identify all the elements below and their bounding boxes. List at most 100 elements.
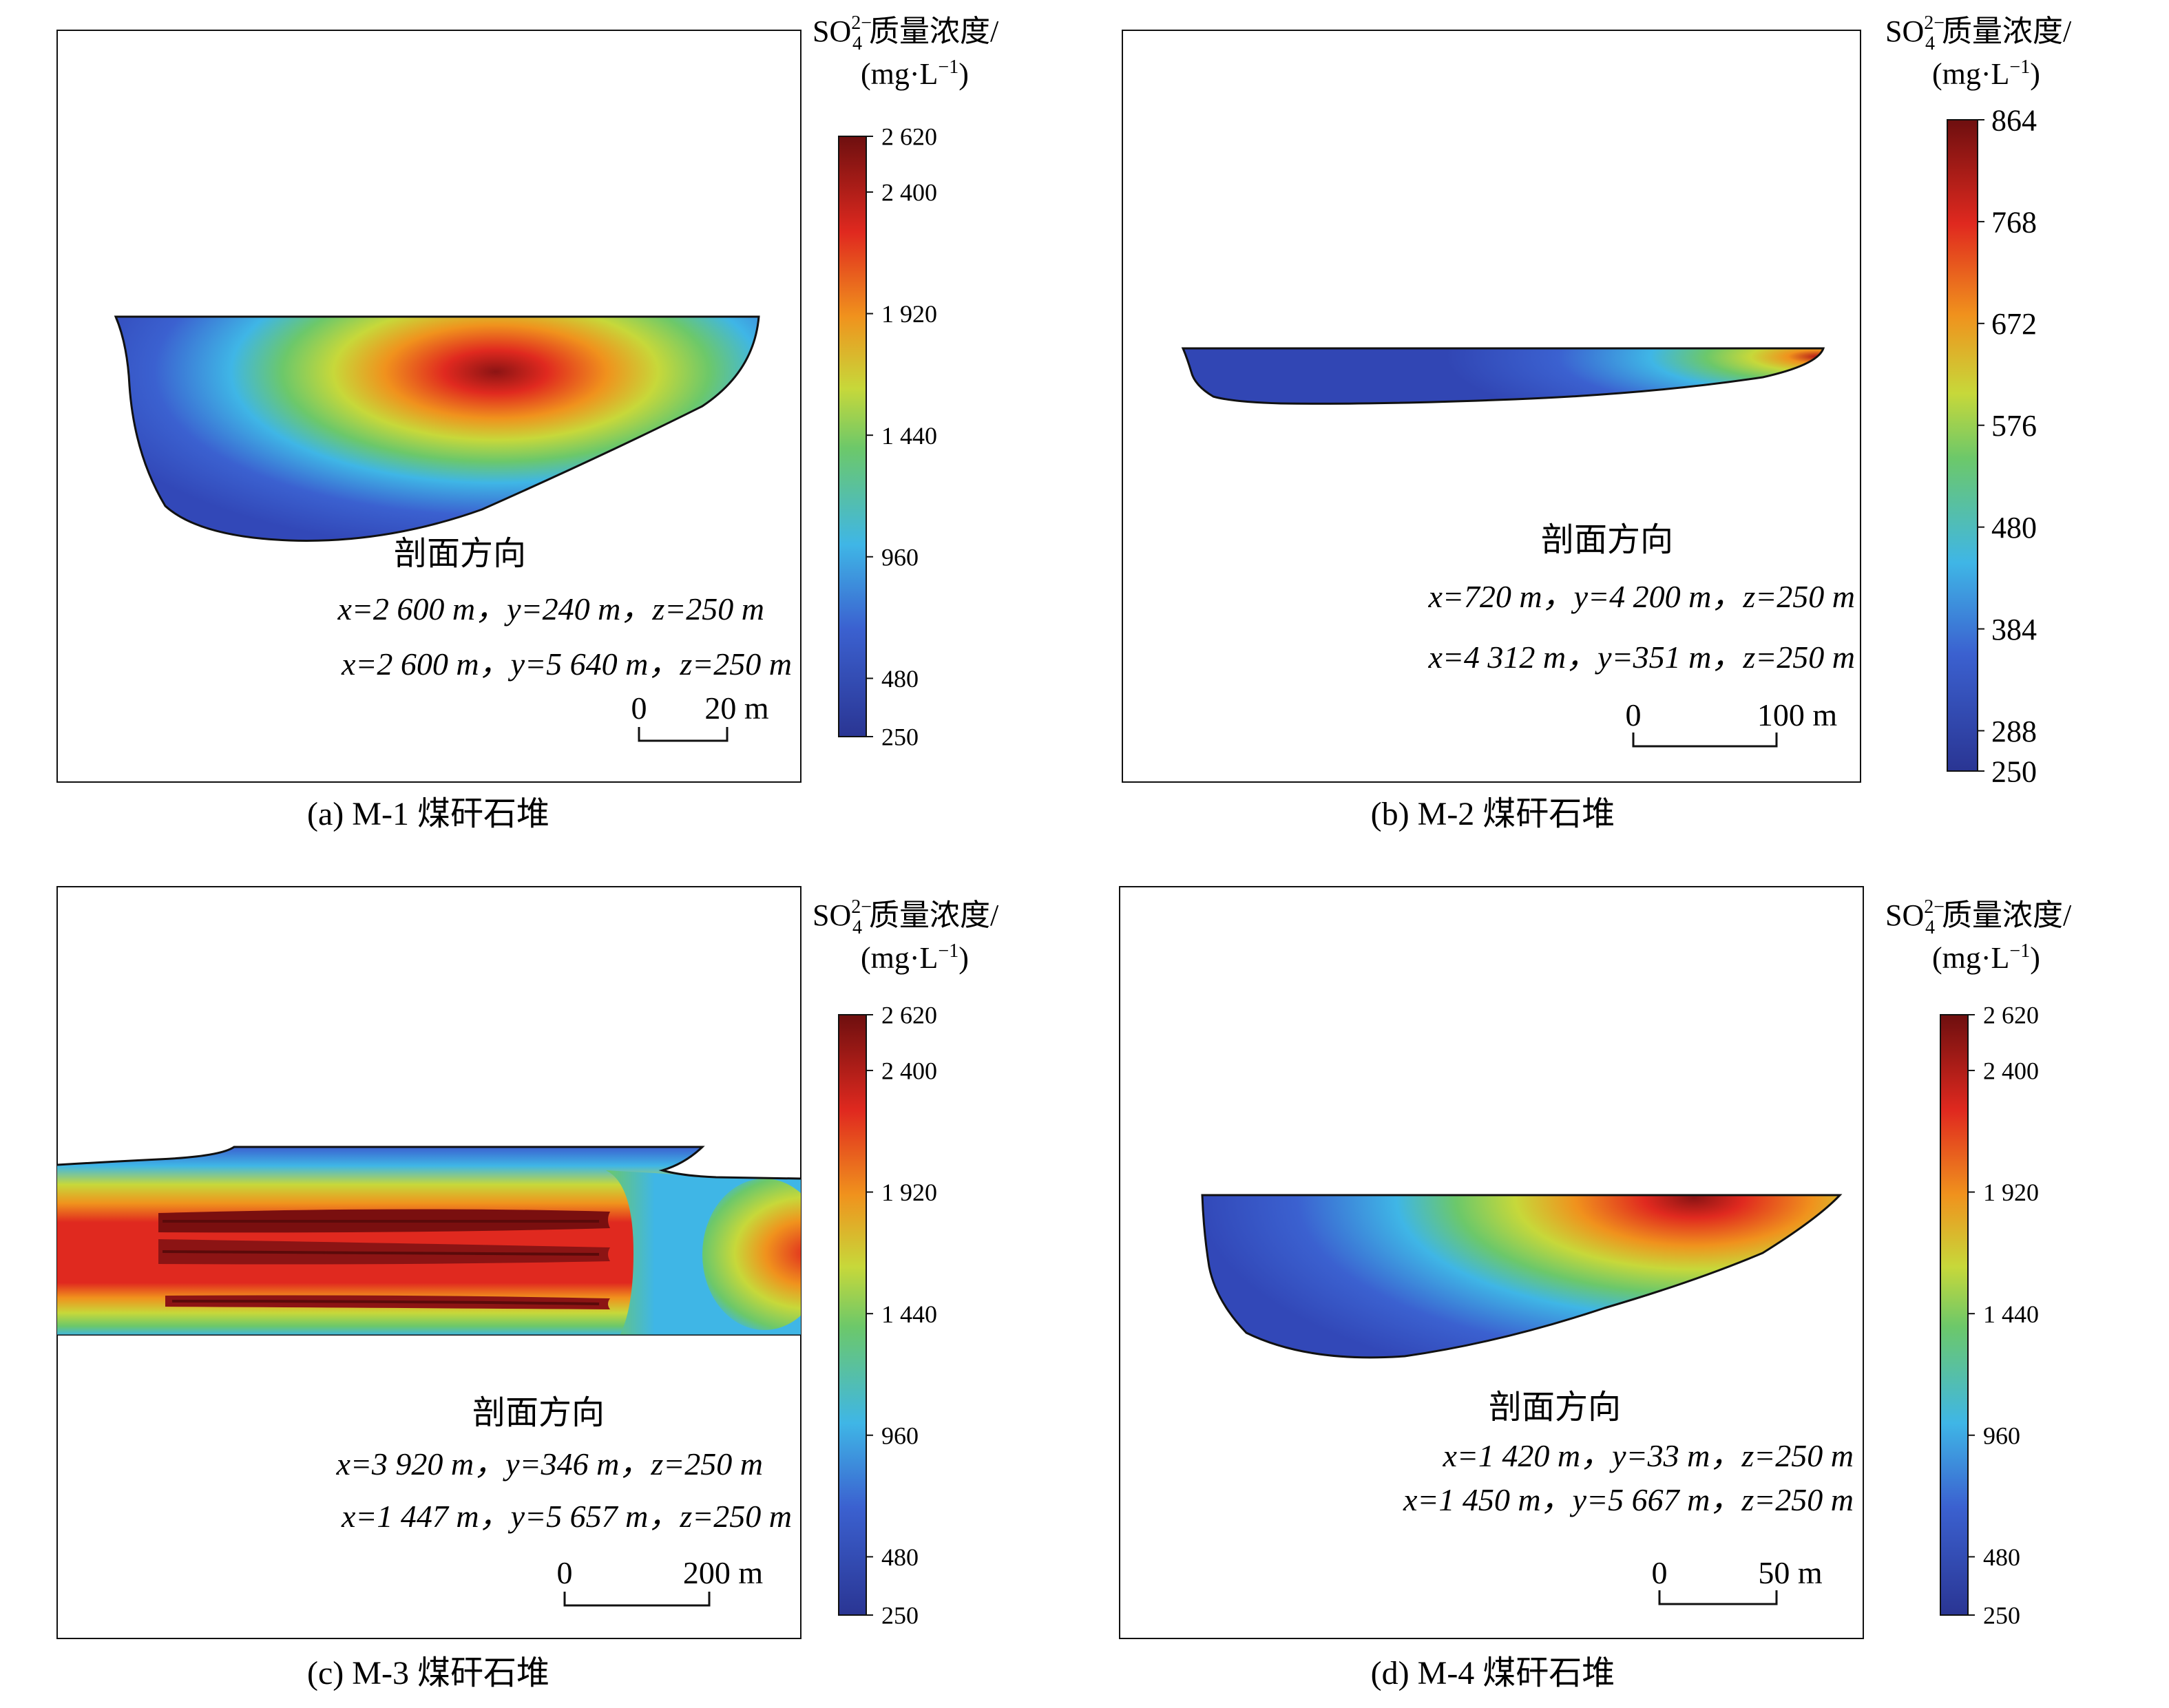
profile-direction-heading: 剖面方向 [394,536,526,572]
colorbar-unit-end: ) [958,57,969,91]
colorbar-unit-end: ) [2030,941,2040,975]
colorbar-unit: (mg·L [861,941,938,975]
colorbar-tick-label: 960 [881,1422,919,1449]
colorbar-title-line2: (mg·L−1) [861,940,969,975]
scale-bar-start: 0 [557,1555,573,1590]
colorbar-title-prefix: SO [1885,14,1924,48]
scale-bar-end: 50 m [1758,1555,1823,1590]
profile-direction-line1: x=3 920 m，y=346 m，z=250 m [335,1446,763,1482]
colorbar-unit: (mg·L [1932,57,2009,91]
colorbar-title-sup: 2− [851,12,872,34]
scale-bar-end: 100 m [1757,697,1838,732]
colorbar-tick-label: 2 620 [881,123,937,151]
panel-caption: (b) M-2 煤矸石堆 [1371,796,1615,832]
colorbar-gradient [838,136,867,737]
profile-section [114,315,760,542]
panel-a: 剖面方向 x=2 600 m，y=240 m，z=250 m x=2 600 m… [56,12,999,832]
profile-direction-line2: x=1 447 m，y=5 657 m，z=250 m [341,1499,792,1534]
profile-section [1181,347,1825,405]
scale-bar-end: 200 m [683,1555,764,1590]
profile-direction-line2: x=1 450 m，y=5 667 m，z=250 m [1403,1482,1854,1517]
colorbar-tick-label: 864 [1991,103,2037,137]
colorbar-title-suffix: 质量浓度/ [869,898,999,932]
colorbar-title-line1: SO2− 4 质量浓度/ [1885,12,2072,54]
colorbar-tick-label: 2 400 [881,179,937,207]
colorbar-tick-label: 576 [1991,409,2037,443]
colorbar-unit-end: ) [2030,57,2040,91]
colorbar-gradient [1940,1014,1969,1616]
panel-caption: (c) M-3 煤矸石堆 [307,1655,549,1691]
colorbar-title-prefix: SO [1885,898,1924,932]
colorbar: 864 768 672 576 480 384 288 250 [1947,103,2037,788]
profile-section [1201,1194,1843,1359]
colorbar-tick-label: 960 [881,543,919,571]
colorbar-title-sup: 2− [1924,12,1945,34]
colorbar-tick-label: 250 [1983,1602,2020,1630]
colorbar-unit-sup: −1 [938,940,958,962]
scale-bar-start: 0 [631,690,647,726]
colorbar-unit-sup: −1 [2009,56,2030,78]
panel-b: 剖面方向 x=720 m，y=4 200 m，z=250 m x=4 312 m… [1122,12,2072,832]
colorbar-tick-label: 288 [1991,715,2037,748]
scale-bar-start: 0 [1626,697,1642,732]
colorbar-tick-label: 672 [1991,307,2037,341]
profile-direction-heading: 剖面方向 [1489,1389,1621,1426]
colorbar-title-sub: 4 [1925,917,1935,938]
panel-d: 剖面方向 x=1 420 m，y=33 m，z=250 m x=1 450 m，… [1119,886,2072,1691]
colorbar-tick-label: 480 [1983,1543,2020,1571]
profile-direction-heading: 剖面方向 [1541,522,1673,558]
colorbar-tick-label: 2 400 [881,1057,937,1085]
colorbar-gradient [1947,119,1978,772]
colorbar-unit-end: ) [958,941,969,975]
profile-direction-line2: x=2 600 m，y=5 640 m，z=250 m [341,646,792,682]
colorbar-tick-label: 2 620 [881,1002,937,1029]
colorbar: 2 620 2 400 1 920 1 440 960 480 250 [1940,1002,2039,1630]
colorbar-tick-label: 960 [1983,1422,2020,1449]
scale-bar-end: 20 m [704,690,769,726]
colorbar-title-sup: 2− [1924,896,1945,918]
colorbar-title-suffix: 质量浓度/ [1942,14,2072,48]
colorbar-title-line1: SO2− 4 质量浓度/ [813,896,999,938]
plot-frame [1122,30,1861,783]
colorbar-title-prefix: SO [813,898,851,932]
colorbar-tick-label: 250 [881,724,919,751]
panel-caption: (d) M-4 煤矸石堆 [1371,1655,1615,1691]
colorbar-tick-label: 480 [1991,511,2037,545]
colorbar-title-sub: 4 [852,917,862,938]
colorbar-unit-sup: −1 [2009,940,2030,962]
profile-direction-heading: 剖面方向 [472,1395,605,1431]
colorbar-title-line1: SO2− 4 质量浓度/ [1885,896,2072,938]
scale-bar: 0 100 m [1626,697,1838,748]
colorbar-title-line1: SO2− 4 质量浓度/ [813,12,999,54]
colorbar-unit: (mg·L [1932,941,2009,975]
colorbar-title-sub: 4 [1925,33,1935,54]
colorbar-tick-label: 250 [1991,755,2037,788]
profile-direction-line1: x=2 600 m，y=240 m，z=250 m [337,591,764,626]
colorbar-title-suffix: 质量浓度/ [869,14,999,48]
colorbar-tick-label: 480 [881,665,919,693]
scale-bar: 0 20 m [631,690,769,742]
colorbar-tick-label: 768 [1991,205,2037,239]
colorbar-title-suffix: 质量浓度/ [1942,898,2072,932]
colorbar: 2 620 2 400 1 920 1 440 960 480 250 [838,1002,937,1630]
scale-bar-start: 0 [1652,1555,1668,1590]
panel-caption: (a) M-1 煤矸石堆 [307,796,549,832]
profile-section [57,1146,801,1336]
colorbar-tick-label: 1 440 [1983,1300,2039,1328]
colorbar-title-line2: (mg·L−1) [861,56,969,91]
colorbar-tick-label: 2 620 [1983,1002,2039,1029]
profile-direction-line2: x=4 312 m，y=351 m，z=250 m [1427,640,1855,675]
profile-direction-line1: x=1 420 m，y=33 m，z=250 m [1442,1438,1854,1473]
colorbar-tick-label: 1 440 [881,422,937,450]
colorbar-tick-label: 480 [881,1543,919,1571]
colorbar-tick-label: 1 920 [881,1179,937,1206]
profile-direction-line1: x=720 m，y=4 200 m，z=250 m [1427,579,1855,614]
scale-bar: 0 200 m [557,1555,764,1607]
colorbar-tick-label: 1 440 [881,1300,937,1328]
colorbar-tick-label: 384 [1991,613,2037,646]
scale-bar: 0 50 m [1652,1555,1823,1605]
colorbar-title-prefix: SO [813,14,851,48]
colorbar-title-sup: 2− [851,896,872,918]
colorbar-tick-label: 1 920 [1983,1179,2039,1206]
